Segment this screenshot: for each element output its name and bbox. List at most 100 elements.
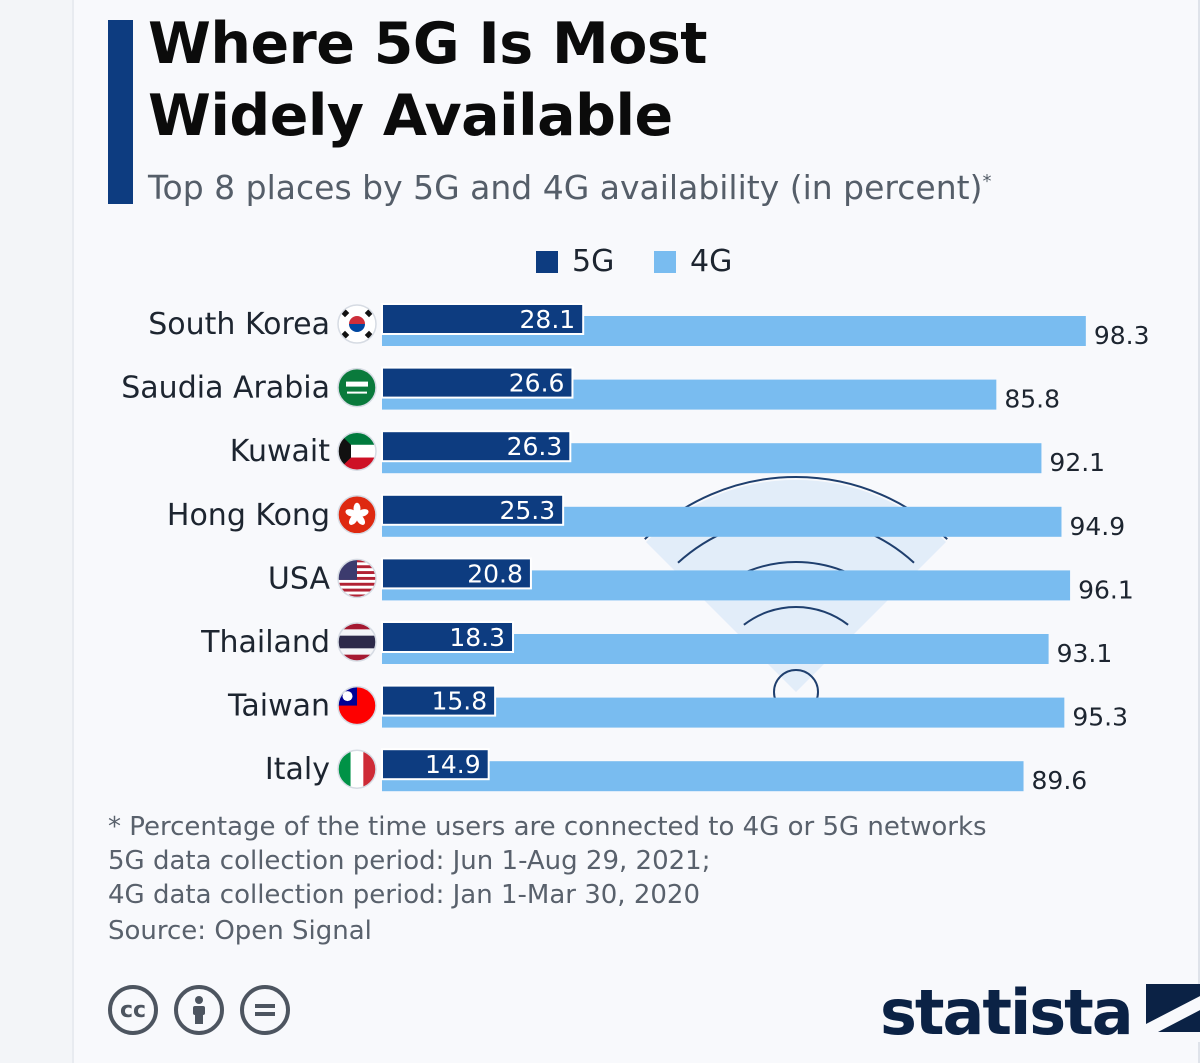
- italy-flag-icon: [337, 749, 377, 789]
- flag-body: [338, 623, 376, 661]
- usa-flag-icon: [337, 558, 377, 599]
- data-label-4g: 96.1: [1078, 575, 1134, 604]
- flag-border: [337, 304, 377, 344]
- flag-sword: [347, 391, 367, 394]
- person-icon: [193, 996, 205, 1024]
- chart-legend: 5G 4G: [0, 244, 1200, 284]
- flag-band: [338, 642, 376, 649]
- statista-mark-icon: [1145, 984, 1200, 1042]
- category-label: Kuwait: [230, 434, 330, 469]
- legend-label-5g: 5G: [572, 244, 615, 279]
- south-korea-flag-icon: [337, 304, 377, 344]
- category-label: Saudia Arabia: [121, 371, 330, 406]
- data-label-5g: 25.3: [499, 496, 555, 525]
- legend-item-5g: 5G: [536, 244, 614, 279]
- footnote-line: 5G data collection period: Jun 1-Aug 29,…: [108, 846, 711, 876]
- data-label-4g: 95.3: [1072, 703, 1128, 732]
- flag-sun: [342, 691, 353, 702]
- category-label: Thailand: [200, 625, 330, 660]
- flag-body: [338, 368, 376, 407]
- flag-taeguk-blue: [349, 324, 365, 332]
- data-label-4g: 89.6: [1032, 766, 1088, 795]
- flag-band: [338, 648, 376, 656]
- data-label-5g: 20.8: [467, 559, 523, 588]
- wifi-arc: [743, 606, 849, 626]
- flag-taeguk-red: [349, 316, 365, 324]
- license-icons: cc: [108, 985, 290, 1035]
- bar-5g: [381, 303, 585, 335]
- by-icon[interactable]: [174, 985, 224, 1035]
- flag-stripe: [338, 582, 376, 586]
- category-label: USA: [268, 561, 331, 596]
- flag-border: [337, 431, 377, 471]
- flag-border: [337, 558, 377, 599]
- bar-5g: [381, 557, 532, 590]
- category-label: Italy: [265, 752, 330, 787]
- bar-5g: [381, 621, 515, 653]
- legend-swatch-4g: [654, 250, 676, 273]
- subtitle-text: Top 8 places by 5G and 4G availability (…: [148, 168, 983, 207]
- flag-body: [338, 559, 376, 598]
- bar-5g: [381, 430, 572, 463]
- title-line-1: Where 5G Is Most: [148, 11, 708, 77]
- equals-icon: [255, 1004, 275, 1016]
- nd-icon[interactable]: [240, 985, 290, 1035]
- title-line-2: Widely Available: [148, 83, 673, 149]
- data-label-4g: 92.1: [1049, 448, 1105, 477]
- brand-name: statista: [880, 976, 1134, 1049]
- taiwan-flag-icon: [337, 685, 377, 726]
- chart-title: Where 5G Is Most Widely Available: [148, 8, 708, 152]
- footnote-line: * Percentage of the time users are conne…: [108, 812, 987, 842]
- data-label-4g: 98.3: [1094, 321, 1150, 350]
- footnotes: * Percentage of the time users are conne…: [108, 810, 987, 912]
- flag-body: [338, 305, 376, 343]
- hong-kong-flag-icon: [337, 495, 377, 535]
- flag-petal: [356, 514, 366, 525]
- data-label-5g: 14.9: [425, 750, 481, 779]
- legend-swatch-5g: [536, 250, 558, 273]
- flag-stripe: [338, 594, 376, 598]
- flag-field: [338, 368, 376, 407]
- flag-border: [337, 749, 377, 789]
- source-text: Source: Open Signal: [108, 916, 372, 946]
- data-label-4g: 94.9: [1069, 512, 1125, 541]
- flag-petal: [345, 509, 358, 517]
- thailand-flag-icon: [337, 622, 377, 662]
- flag-band: [338, 629, 376, 637]
- bar-5g: [381, 366, 574, 399]
- data-label-5g: 18.3: [449, 623, 505, 652]
- category-label: South Korea: [148, 307, 330, 342]
- title-accent-bar: [108, 20, 133, 204]
- subtitle-footnote-mark: *: [982, 171, 992, 192]
- category-label: Taiwan: [227, 689, 330, 724]
- cc-icon[interactable]: cc: [108, 985, 158, 1035]
- statista-logo[interactable]: statista: [880, 978, 1200, 1048]
- flag-band: [338, 654, 376, 661]
- flag-stripe: [338, 588, 376, 592]
- saudi-arabia-flag-icon: [337, 367, 377, 408]
- data-label-4g: 93.1: [1057, 639, 1113, 668]
- data-label-5g: 15.8: [431, 687, 487, 716]
- legend-label-4g: 4G: [690, 244, 733, 279]
- data-label-5g: 28.1: [520, 305, 576, 334]
- category-label: Hong Kong: [167, 498, 330, 533]
- flag-band: [338, 623, 376, 630]
- legend-item-4g: 4G: [654, 244, 732, 279]
- data-label-5g: 26.3: [507, 432, 563, 461]
- bar-chart: 28.1 98.3 South Korea 26.6 85.8 Saudia Arabia…: [121, 303, 1150, 795]
- flag-band: [350, 750, 364, 789]
- flag-border: [337, 367, 377, 408]
- bar-5g: [381, 684, 497, 717]
- flag-border: [337, 685, 377, 726]
- flag-border: [337, 495, 377, 535]
- flag-script: [346, 381, 368, 387]
- flag-border: [337, 622, 377, 662]
- flag-body: [338, 495, 376, 534]
- data-label-4g: 85.8: [1004, 385, 1060, 414]
- bar-5g: [381, 748, 490, 781]
- kuwait-flag-icon: [337, 431, 377, 471]
- bar-5g: [381, 493, 565, 526]
- flag-petal: [348, 514, 358, 525]
- chart-subtitle: Top 8 places by 5G and 4G availability (…: [148, 168, 991, 207]
- footnote-line: 4G data collection period: Jan 1-Mar 30,…: [108, 880, 701, 910]
